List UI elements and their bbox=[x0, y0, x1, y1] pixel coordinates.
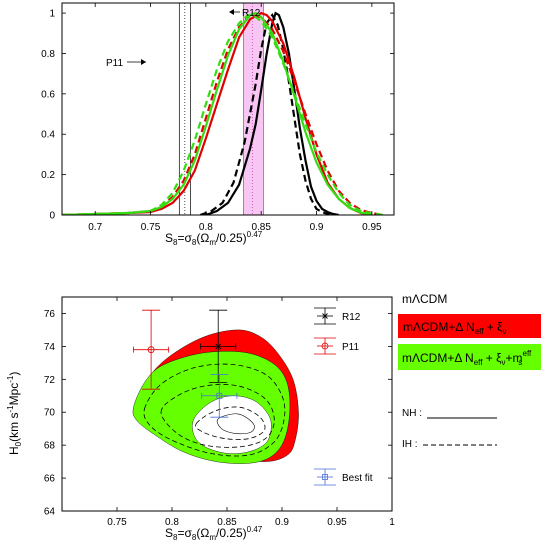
bottom-data-points bbox=[133, 309, 238, 418]
legend-p11-label: P11 bbox=[342, 342, 359, 353]
series-line-1 bbox=[199, 13, 334, 215]
legend-ih-label: IH : bbox=[402, 439, 418, 450]
top-x-tick-label: 0.8 bbox=[199, 222, 213, 233]
top-x-tick-label: 0.9 bbox=[310, 222, 324, 233]
r12-arrow-head bbox=[229, 9, 234, 15]
bottom-y-tick-label: 70 bbox=[44, 408, 56, 419]
top-series-group bbox=[62, 11, 384, 215]
point-r12 bbox=[200, 309, 237, 384]
bottom-y-ticks: 64 66 68 70 72 74 76 bbox=[44, 309, 392, 518]
bottom-panel: 0.75 0.8 0.85 0.9 0.95 1 64 66 68 70 72 74 76 S8=σ8… bbox=[6, 296, 395, 542]
legend-green-label: mΛCDM+Δ Neff + ξν+meff s bbox=[402, 349, 532, 367]
legend-item-best-fit: Best fit bbox=[314, 468, 373, 486]
bottom-x-tick-label: 1 bbox=[389, 517, 395, 528]
point-legend-p11-marker bbox=[321, 342, 329, 350]
inset-legend: R12 P11 Best fit bbox=[314, 307, 373, 486]
r12-band bbox=[243, 3, 264, 215]
point-p11 bbox=[133, 309, 170, 390]
top-y-tick-label: 1 bbox=[49, 9, 55, 20]
series-line-4 bbox=[62, 11, 373, 215]
legend-r12-label: R12 bbox=[342, 312, 361, 323]
r12-annotation: R12 bbox=[242, 8, 261, 19]
bottom-x-tick-label: 0.9 bbox=[275, 517, 289, 528]
top-x-tick-label: 0.75 bbox=[141, 222, 161, 233]
top-y-ticks: 0 0.2 0.4 0.6 0.8 1 bbox=[41, 9, 394, 222]
series-line-5 bbox=[62, 13, 384, 215]
bottom-y-tick-label: 74 bbox=[44, 342, 56, 353]
legend-title: mΛCDM bbox=[402, 292, 447, 306]
top-y-tick-label: 0 bbox=[49, 211, 55, 222]
top-panel: 0.7 0.75 0.8 0.85 0.9 0.95 0 0.2 0.4 0.6 0.8 1 P11… bbox=[41, 2, 395, 247]
bottom-x-tick-label: 0.95 bbox=[327, 517, 347, 528]
point-best-fit-marker bbox=[216, 392, 223, 399]
legend-red-label: mΛCDM+Δ Neff + ξν bbox=[403, 320, 507, 336]
top-x-axis-label: S8=σ8(Ωm/0.25)0.47 bbox=[165, 230, 263, 247]
side-legend: mΛCDM mΛCDM+Δ Neff + ξν mΛCDM+Δ Neff + ξ… bbox=[398, 292, 541, 450]
top-x-ticks: 0.7 0.75 0.8 0.85 0.9 0.95 bbox=[88, 3, 382, 233]
nh-contour-inner bbox=[216, 413, 255, 435]
top-y-tick-label: 0.4 bbox=[41, 130, 55, 141]
top-y-tick-label: 0.2 bbox=[41, 170, 55, 181]
top-y-tick-label: 0.6 bbox=[41, 89, 55, 100]
p11-arrow-head bbox=[141, 59, 146, 65]
top-x-tick-label: 0.85 bbox=[251, 222, 271, 233]
bottom-y-tick-label: 76 bbox=[44, 309, 56, 320]
bottom-x-tick-label: 0.8 bbox=[165, 517, 179, 528]
p11-annotation: P11 bbox=[106, 58, 123, 69]
point-legend-r12-marker bbox=[322, 313, 328, 319]
bottom-y-axis-label: H0(km s-1Mpc-1) bbox=[6, 372, 23, 455]
top-y-tick-label: 0.8 bbox=[41, 49, 55, 60]
top-annotations: P11 R12 bbox=[106, 8, 261, 69]
point-legend-best-fit-marker bbox=[322, 474, 328, 480]
top-x-tick-label: 0.95 bbox=[362, 222, 382, 233]
point-best-fit bbox=[201, 373, 238, 418]
legend-nh-label: NH : bbox=[402, 408, 422, 419]
ih-contour-dashed-3 bbox=[195, 406, 266, 440]
point-r12-marker bbox=[215, 343, 222, 350]
top-x-tick-label: 0.7 bbox=[88, 222, 102, 233]
ih-contour-dashed-2 bbox=[160, 384, 275, 448]
bottom-x-tick-label: 0.85 bbox=[217, 517, 237, 528]
legend-item-p11: P11 bbox=[314, 337, 359, 355]
legend-item-r12: R12 bbox=[314, 307, 361, 325]
bottom-y-tick-label: 72 bbox=[44, 375, 56, 386]
bottom-y-tick-label: 64 bbox=[44, 507, 56, 518]
top-axes-frame bbox=[61, 2, 395, 216]
legend-best-fit-label: Best fit bbox=[342, 473, 373, 484]
legend-red-swatch bbox=[398, 314, 541, 338]
bottom-x-axis-label: S8=σ8(Ωm/0.25)0.47 bbox=[165, 525, 263, 542]
series-line-0 bbox=[205, 11, 339, 215]
legend-green-swatch bbox=[398, 344, 541, 370]
bottom-x-tick-label: 0.75 bbox=[107, 517, 127, 528]
bottom-y-tick-label: 68 bbox=[44, 441, 56, 452]
bottom-y-tick-label: 66 bbox=[44, 474, 56, 485]
ih-contour-dashed-1 bbox=[143, 363, 286, 457]
series-line-2 bbox=[62, 11, 373, 215]
point-p11-marker bbox=[147, 346, 155, 354]
bottom-x-ticks: 0.75 0.8 0.85 0.9 0.95 1 bbox=[107, 297, 395, 528]
